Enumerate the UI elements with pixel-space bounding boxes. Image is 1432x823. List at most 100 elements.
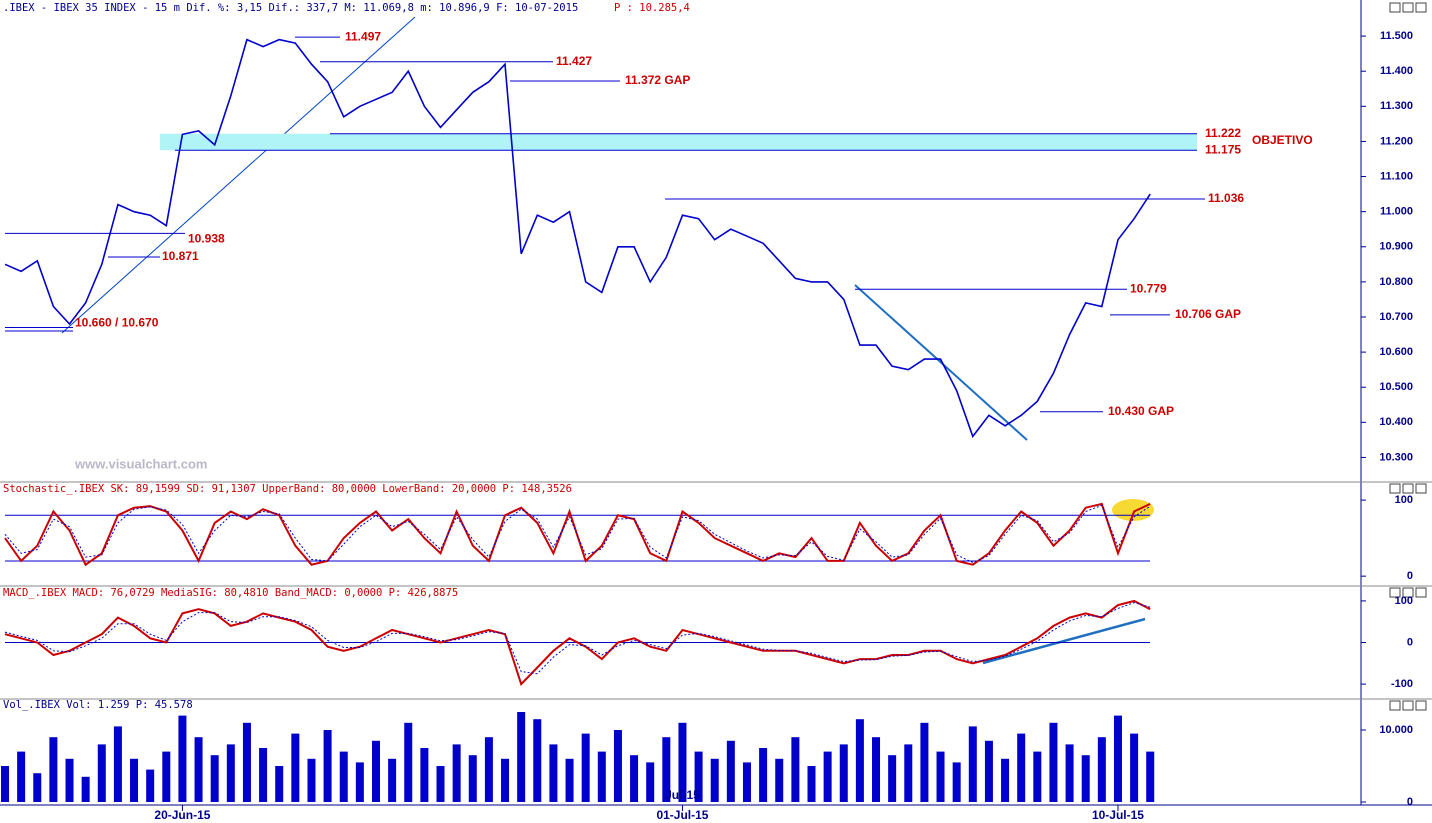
volume-bar bbox=[404, 722, 413, 802]
series-line bbox=[4, 602, 1151, 675]
volume-bar bbox=[436, 765, 445, 802]
volume-bar bbox=[710, 758, 719, 802]
volume-bar bbox=[807, 765, 816, 802]
volume-bar bbox=[920, 722, 929, 802]
volume-bar bbox=[646, 762, 655, 802]
volume-bar bbox=[259, 747, 268, 802]
volume-bar bbox=[468, 755, 477, 802]
period-label: Jul-15 bbox=[665, 788, 700, 802]
volume-bar bbox=[130, 758, 139, 802]
volume-bar bbox=[1097, 737, 1106, 802]
watermark: www.visualchart.com bbox=[74, 456, 207, 471]
volume-bar bbox=[984, 740, 993, 802]
window-buttons[interactable] bbox=[1389, 2, 1427, 711]
level-label: 11.222 bbox=[1205, 126, 1241, 140]
level-label: 11.036 bbox=[1208, 191, 1244, 205]
volume-bar bbox=[662, 737, 671, 802]
volume-bar bbox=[952, 762, 961, 802]
volume-bar bbox=[855, 719, 864, 802]
volume-bar bbox=[146, 769, 155, 802]
y-tick-label: 11.300 bbox=[1380, 100, 1413, 112]
level-label: 11.372 GAP bbox=[625, 73, 690, 87]
volume-bar bbox=[1065, 744, 1074, 802]
volume-bar bbox=[613, 729, 622, 802]
series-line bbox=[4, 38, 1151, 439]
y-tick-label: 11.200 bbox=[1380, 135, 1413, 147]
volume-bar bbox=[1130, 733, 1139, 802]
volume-bar bbox=[968, 726, 977, 802]
x-tick-label: 10-Jul-15 bbox=[1092, 808, 1144, 822]
volume-bar bbox=[936, 751, 945, 802]
minimize-button[interactable] bbox=[1389, 700, 1401, 711]
x-tick-label: 20-Jun-15 bbox=[154, 808, 210, 822]
y-tick-label: 11.400 bbox=[1380, 65, 1413, 77]
y-tick-label: 11.100 bbox=[1380, 170, 1413, 182]
volume-bar bbox=[49, 737, 58, 802]
y-tick-label: 100 bbox=[1395, 595, 1413, 607]
volume-bar bbox=[1033, 751, 1042, 802]
volume-bar bbox=[1049, 722, 1058, 802]
close-button[interactable] bbox=[1415, 483, 1427, 494]
volume-bar bbox=[791, 737, 800, 802]
minimize-button[interactable] bbox=[1389, 2, 1401, 13]
level-label: 10.430 GAP bbox=[1108, 404, 1174, 418]
trend-line bbox=[854, 284, 1028, 441]
volume-bar bbox=[339, 751, 348, 802]
volume-bar bbox=[1113, 715, 1122, 802]
level-label: 11.427 bbox=[556, 54, 592, 68]
volume-bar bbox=[388, 758, 397, 802]
volume-bar bbox=[694, 751, 703, 802]
y-tick-label: 0 bbox=[1407, 570, 1413, 582]
volume-bar bbox=[726, 740, 735, 802]
panel-header: Stochastic_.IBEX SK: 89,1599 SD: 91,1307… bbox=[3, 483, 572, 495]
close-button[interactable] bbox=[1415, 587, 1427, 598]
chart-header: .IBEX - IBEX 35 INDEX - 15 m Dif. %: 3,1… bbox=[3, 2, 578, 14]
volume-bar bbox=[501, 758, 510, 802]
y-tick-label: 10.600 bbox=[1379, 346, 1413, 358]
y-tick-label: 10.300 bbox=[1379, 451, 1413, 463]
volume-bar bbox=[581, 733, 590, 802]
volume-bar bbox=[742, 762, 751, 802]
volume-bar bbox=[839, 744, 848, 802]
volume-bar bbox=[355, 762, 364, 802]
close-button[interactable] bbox=[1415, 700, 1427, 711]
volume-bar bbox=[242, 722, 251, 802]
level-label: 10.938 bbox=[188, 232, 225, 246]
volume-bar bbox=[759, 747, 768, 802]
close-button[interactable] bbox=[1415, 2, 1427, 13]
level-label: 10.660 / 10.670 bbox=[75, 315, 159, 329]
volume-bar bbox=[888, 755, 897, 802]
y-tick-label: 10.500 bbox=[1379, 381, 1413, 393]
volume-bar bbox=[291, 733, 300, 802]
maximize-button[interactable] bbox=[1402, 483, 1414, 494]
volume-bar bbox=[323, 729, 332, 802]
y-tick-label: 10.800 bbox=[1379, 276, 1413, 288]
volume-bar bbox=[81, 776, 90, 802]
minimize-button[interactable] bbox=[1389, 483, 1401, 494]
level-label: 10.871 bbox=[162, 249, 199, 263]
highlight bbox=[1112, 499, 1154, 521]
y-tick-label: 10.400 bbox=[1379, 416, 1413, 428]
level-label: 10.779 bbox=[1130, 281, 1167, 295]
volume-bar bbox=[97, 744, 106, 802]
volume-bar bbox=[307, 758, 316, 802]
chart-header-price: P : 10.285,4 bbox=[614, 2, 690, 14]
volume-bar bbox=[775, 758, 784, 802]
y-tick-label: 0 bbox=[1407, 796, 1413, 808]
maximize-button[interactable] bbox=[1402, 587, 1414, 598]
volume-bar bbox=[452, 744, 461, 802]
trend-line bbox=[61, 16, 416, 334]
x-tick-label: 01-Jul-15 bbox=[656, 808, 708, 822]
volume-bar bbox=[549, 744, 558, 802]
maximize-button[interactable] bbox=[1402, 700, 1414, 711]
y-tick-label: 11.000 bbox=[1380, 206, 1413, 218]
volume-bar bbox=[1, 765, 9, 802]
y-tick-label: 10.900 bbox=[1379, 241, 1413, 253]
maximize-button[interactable] bbox=[1402, 2, 1414, 13]
zone-label: OBJETIVO bbox=[1252, 133, 1313, 147]
minimize-button[interactable] bbox=[1389, 587, 1401, 598]
volume-bar bbox=[533, 719, 542, 802]
volume-bar bbox=[484, 737, 493, 802]
